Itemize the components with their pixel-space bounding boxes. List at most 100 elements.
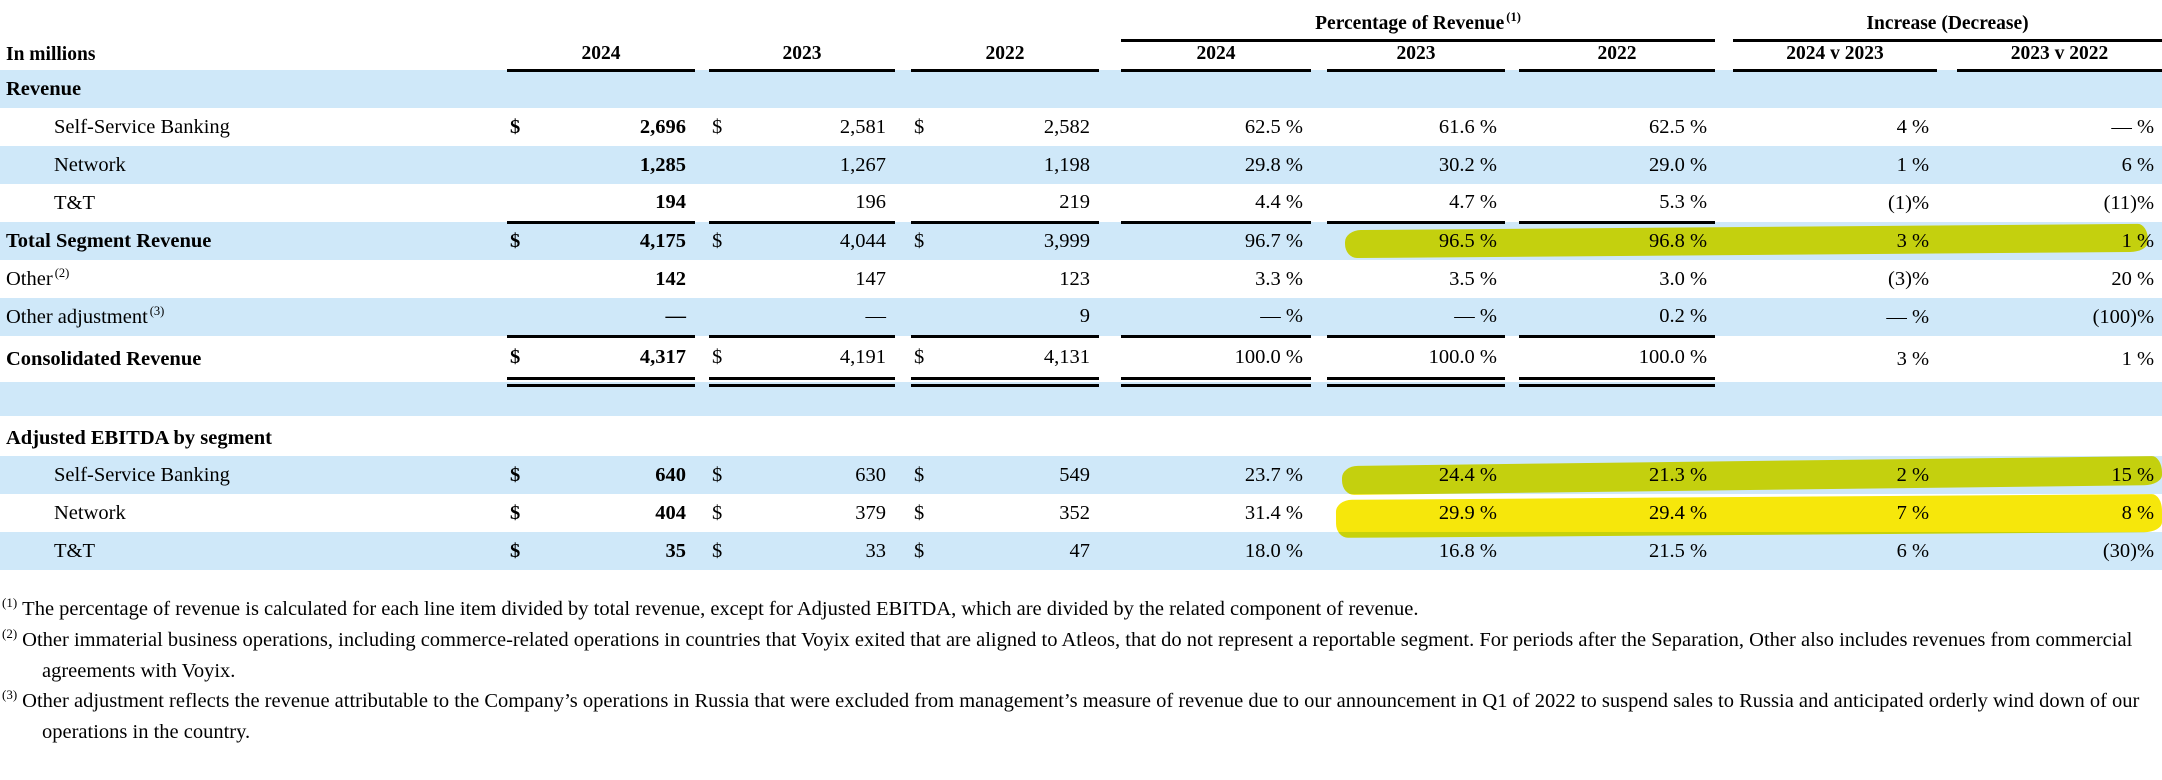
cell-value: 404: [655, 501, 686, 524]
gap-cell: [695, 146, 709, 184]
gap-cell: [1937, 532, 1958, 570]
table-body: Revenue Self-Service Banking $2,696 $2,581 $…: [0, 70, 2162, 570]
cell-value: 147: [855, 267, 886, 290]
gap-cell: [895, 222, 911, 260]
cell-currency: [507, 184, 545, 224]
gap-cell: [1937, 456, 1958, 494]
in-millions-label: In millions: [6, 44, 96, 65]
cell-value: —: [747, 298, 895, 338]
pct-year-2022: 2022: [1519, 40, 1716, 72]
cell-increase: 7 %: [1896, 501, 1930, 524]
cell-value: 352: [1059, 501, 1090, 524]
cell-percent: 62.5 %: [1244, 115, 1303, 138]
gap-cell: [497, 532, 507, 570]
cell-currency: [911, 298, 949, 338]
gap-cell: [1311, 456, 1327, 494]
gap-cell: [695, 222, 709, 260]
row-label: Self-Service Banking: [0, 456, 497, 494]
cell-increase: 3 %: [1896, 347, 1930, 370]
footnotes: (1) The percentage of revenue is calculat…: [0, 594, 2162, 748]
cell-value: 9: [949, 298, 1099, 338]
gap-cell: [1715, 456, 1734, 494]
gap-cell: [1715, 146, 1734, 184]
gap-cell: [895, 494, 911, 532]
gap-cell: [1937, 184, 1957, 222]
cell-currency: $: [712, 115, 723, 138]
gap-cell: [1099, 260, 1121, 298]
cell-increase: 3 %: [1733, 222, 1938, 260]
cell-value: 630: [747, 456, 895, 494]
gap-cell: [1099, 336, 1121, 382]
cell-percent: 5.3 %: [1519, 184, 1716, 224]
footnote-ref: (2): [54, 265, 70, 280]
cell-currency: $: [507, 222, 545, 260]
footnote-text: Other adjustment reflects the revenue at…: [22, 690, 2140, 743]
row-self-service-banking-ebitda: Self-Service Banking $640 $630 $549 23.7 % 24…: [0, 456, 2162, 494]
row-network-revenue: Network 1,285 1,267 1,198 29.8 % 30.2 % 29.0 %…: [0, 146, 2162, 184]
cell-currency: $: [914, 115, 925, 138]
gap-cell: [895, 456, 911, 494]
footnote-text: Other immaterial business operations, in…: [22, 628, 2133, 682]
gap-cell: [1937, 146, 1958, 184]
inc-header-2023v2022: 2023 v 2022: [1957, 40, 2162, 72]
gap: [497, 40, 507, 70]
cell-percent: 18.0 %: [1121, 532, 1311, 570]
group-header-gap: [1715, 6, 1733, 40]
row-label: T&T: [0, 532, 497, 570]
cell-value: 1,198: [949, 146, 1099, 184]
cell-percent: 21.5 %: [1519, 532, 1716, 570]
gap-cell: [1937, 336, 1957, 382]
cell-value: 4,175: [545, 222, 695, 260]
segment-results-table: Percentage of Revenue (1) Increase (Decre…: [0, 6, 2162, 570]
group-header-row: Percentage of Revenue (1) Increase (Decre…: [0, 6, 2162, 42]
cell-increase: (1)%: [1888, 191, 1930, 214]
row-label: Network: [0, 146, 497, 184]
pct-year-2023: 2023: [1327, 40, 1505, 72]
cell-value: 194: [545, 184, 695, 224]
cell-increase: 6 %: [1957, 146, 2162, 184]
gap: [1937, 40, 1957, 70]
gap-cell: [1311, 260, 1327, 298]
cell-currency: [507, 260, 545, 298]
row-label: Adjusted EBITDA by segment: [6, 427, 272, 449]
gap-cell: [895, 336, 911, 382]
row-label: Other adjustment (3): [0, 298, 497, 336]
gap: [695, 40, 709, 70]
footnote-ref-1: (1): [1506, 10, 1521, 24]
gap: [1505, 40, 1519, 70]
cell-percent: 62.5 %: [1648, 115, 1708, 138]
cell-increase: (11)%: [2103, 191, 2155, 214]
cell-increase: 1 %: [1733, 146, 1938, 184]
row-tt-ebitda: T&T $35 $33 $47 18.0 % 16.8 % 21.5 % 6 % (30)%: [0, 532, 2162, 570]
cell-value: 35: [545, 532, 695, 570]
row-label: T&T: [54, 191, 95, 214]
cell-increase: 6 %: [1733, 532, 1938, 570]
gap-cell: [1311, 222, 1327, 260]
gap-cell: [1715, 336, 1733, 382]
gap-cell: [1715, 184, 1733, 222]
cell-percent: 30.2 %: [1327, 146, 1505, 184]
cell-currency: [709, 298, 747, 338]
cell-value: 3,999: [949, 222, 1099, 260]
cell-increase: — %: [1733, 298, 1938, 336]
gap-cell: [497, 494, 507, 532]
gap-cell: [895, 260, 911, 298]
gap-cell: [1937, 108, 1957, 146]
cell-percent: 23.7 %: [1121, 456, 1311, 494]
cell-currency: $: [911, 456, 949, 494]
cell-value: 2,582: [1043, 115, 1090, 138]
gap-cell: [1311, 108, 1327, 146]
row-other: Other (2) 142 147 123 3.3 % 3.5 % 3.0 % (3)% 20 %: [0, 260, 2162, 298]
row-label: Other (2): [6, 265, 70, 290]
cell-value: 2,696: [639, 115, 686, 138]
gap-cell: [1099, 146, 1121, 184]
row-total-segment-revenue: Total Segment Revenue $4,175 $4,044 $3,999 9…: [0, 222, 2162, 260]
spacer-cell: [0, 382, 2162, 416]
cell-increase: 15 %: [1957, 456, 2162, 494]
cell-percent: 61.6 %: [1438, 115, 1497, 138]
cell-increase: 4 %: [1896, 115, 1930, 138]
gap-cell: [895, 108, 911, 146]
cell-value: 640: [545, 456, 695, 494]
cell-percent: 29.9 %: [1438, 501, 1497, 524]
row-adjusted-ebitda-section: Adjusted EBITDA by segment: [0, 416, 2162, 456]
